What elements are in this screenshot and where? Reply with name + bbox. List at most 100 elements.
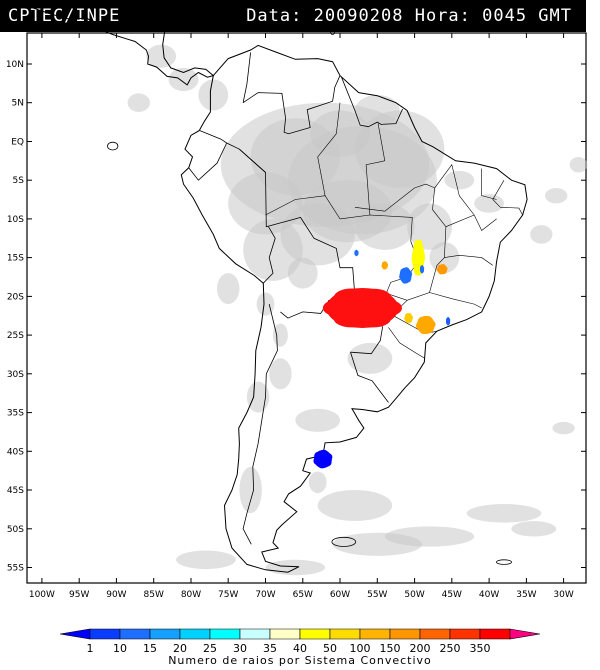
lon-label: 95W: [69, 590, 89, 600]
colorbar-swatch: [329, 628, 361, 640]
cloud-patch: [444, 170, 475, 190]
header-institution: CPTEC/INPE: [8, 6, 121, 26]
cloud-patch: [265, 559, 326, 576]
cloud-patch: [246, 381, 270, 413]
cloud-cover: [127, 44, 588, 576]
colorbar-swatch: [149, 628, 181, 640]
country-border: [242, 304, 278, 545]
colorbar-swatch: [359, 628, 391, 640]
cloud-patch: [310, 110, 370, 157]
colorbar-label: 30: [233, 642, 247, 654]
lon-label: 50W: [404, 590, 424, 600]
cloud-patch: [127, 93, 150, 112]
state-border: [265, 195, 341, 220]
lightning-cluster: [313, 449, 333, 469]
lightning-cluster: [446, 317, 451, 326]
cloud-patch: [176, 550, 236, 570]
lat-label: 25S: [7, 331, 24, 341]
lon-label: 90W: [106, 590, 126, 600]
colorbar-label: 250: [440, 642, 461, 654]
colorbar-label: 15: [143, 642, 157, 654]
lat-label: 40S: [7, 447, 24, 457]
cloud-patch: [317, 490, 393, 521]
cloud-patch: [355, 110, 445, 188]
lat-label: 50S: [7, 525, 24, 535]
island: [496, 559, 512, 565]
cloud-patch: [239, 466, 262, 514]
cloud-patch: [407, 203, 452, 250]
lightning-cluster: [322, 288, 402, 328]
cloud-patch: [198, 79, 229, 111]
lat-label: 55S: [7, 564, 24, 574]
cloud-patch: [269, 358, 292, 390]
colorbar-label: 100: [350, 642, 371, 654]
cloud-patch: [474, 194, 504, 213]
lon-label: 35W: [516, 590, 536, 600]
colorbar-swatch: [389, 628, 421, 640]
lat-label: EQ: [11, 138, 24, 148]
colorbar-swatch: [89, 628, 121, 640]
state-border: [317, 102, 341, 196]
state-border: [429, 292, 482, 309]
cloud-patch: [287, 257, 318, 289]
cloud-patch: [217, 273, 240, 305]
lon-label: 60W: [330, 590, 350, 600]
lat-label: 10N: [6, 60, 24, 70]
state-border: [444, 254, 493, 266]
cloud-patch: [308, 471, 327, 494]
cloud-patch: [272, 323, 288, 347]
lat-label: 20S: [7, 292, 24, 302]
colorbar-swatch: [179, 628, 211, 640]
country-border: [188, 142, 228, 181]
cloud-patch: [295, 408, 341, 432]
lightning-map: 10N5NEQ5S10S15S20S25S30S35S40S45S50S55S …: [6, 0, 588, 600]
lat-label: 15S: [7, 254, 24, 264]
latitude-axis: 10N 5N EQ 5S 10S 15S 20S 25S 30S 35S 40S 45S 50S 55S: [6, 60, 586, 574]
colorbar-swatch: [59, 628, 91, 640]
colorbar-swatch: [299, 628, 331, 640]
colorbar-label: 35: [263, 642, 277, 654]
colorbar-label: 150: [380, 642, 401, 654]
cloud-patch: [146, 44, 177, 68]
colorbar-label: 20: [173, 642, 187, 654]
colorbar-title: Numero de raios por Sistema Convectivo: [168, 654, 432, 667]
state-border: [434, 164, 497, 231]
colorbar-swatch: [119, 628, 151, 640]
lightning-cluster: [399, 267, 413, 284]
state-border: [481, 168, 497, 200]
cloud-patch: [552, 421, 575, 435]
colorbar-swatch: [449, 628, 481, 640]
colorbar-label: 200: [410, 642, 431, 654]
colorbar-swatch: [419, 628, 451, 640]
lat-label: 5N: [12, 99, 24, 109]
lon-label: 100W: [29, 590, 55, 600]
lightning-clusters: [313, 239, 451, 469]
lightning-cluster: [419, 265, 425, 274]
colorbar-swatch: [479, 628, 511, 640]
lon-label: 70W: [255, 590, 275, 600]
title-bar: CPTEC/INPE Data: 20090208 Hora: 0045 GMT: [0, 0, 586, 32]
colorbar-swatch: [269, 628, 301, 640]
cloud-patch: [511, 521, 557, 537]
lon-label: 55W: [367, 590, 387, 600]
cloud-patch: [384, 526, 475, 547]
lightning-cluster: [415, 316, 436, 334]
cloud-patch: [168, 67, 199, 92]
state-border: [445, 214, 475, 227]
lon-label: 80W: [181, 590, 201, 600]
lat-label: 30S: [7, 370, 24, 380]
lightning-cluster: [404, 313, 413, 324]
lightning-cluster: [436, 264, 448, 275]
country-border: [350, 352, 389, 403]
lat-label: 45S: [7, 486, 24, 496]
cloud-patch: [355, 203, 415, 250]
island: [329, 27, 336, 35]
colorbar-label: 40: [293, 642, 307, 654]
state-border: [500, 207, 523, 216]
longitude-axis: 100W 95W 90W 85W 80W 75W 70W 65W 60W 55W 50W 45W 40W…: [29, 33, 574, 600]
cloud-patch: [228, 172, 303, 235]
cloud-patch: [569, 157, 588, 173]
lat-label: 35S: [7, 409, 24, 419]
country-border: [242, 52, 251, 103]
lon-label: 65W: [293, 590, 313, 600]
